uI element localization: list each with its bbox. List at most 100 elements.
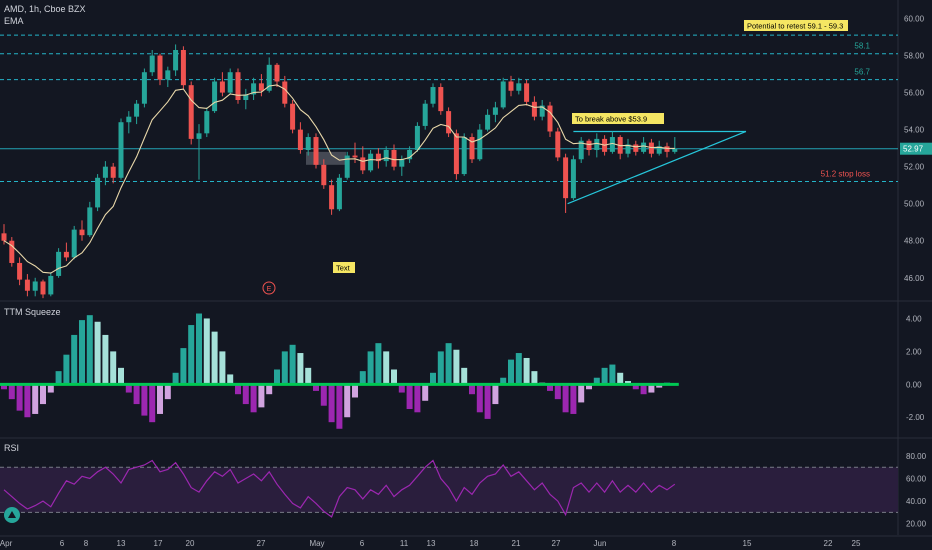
candle-body[interactable] bbox=[149, 55, 155, 73]
candle-body[interactable] bbox=[555, 131, 561, 158]
candle-body[interactable] bbox=[282, 81, 288, 104]
candle-body[interactable] bbox=[469, 137, 475, 160]
candle-body[interactable] bbox=[329, 185, 335, 210]
candle-body[interactable] bbox=[110, 166, 116, 178]
candle-body[interactable] bbox=[24, 279, 30, 291]
candle-body[interactable] bbox=[430, 87, 436, 104]
candle-body[interactable] bbox=[212, 81, 218, 112]
candle-body[interactable] bbox=[321, 164, 327, 186]
candle-body[interactable] bbox=[360, 157, 366, 171]
last-price-tag bbox=[900, 142, 932, 155]
candle-body[interactable] bbox=[391, 150, 397, 167]
candle-body[interactable] bbox=[539, 105, 545, 117]
candle-body[interactable] bbox=[79, 229, 85, 236]
candle-body[interactable] bbox=[641, 142, 647, 152]
candle-body[interactable] bbox=[173, 50, 179, 71]
candle-body[interactable] bbox=[165, 70, 171, 80]
candle-body[interactable] bbox=[485, 114, 491, 130]
candle-body[interactable] bbox=[48, 275, 54, 295]
candle-body[interactable] bbox=[32, 281, 38, 291]
time-tick-label: 8 bbox=[672, 539, 677, 548]
candle-body[interactable] bbox=[102, 166, 108, 178]
candle-body[interactable] bbox=[63, 251, 69, 258]
candle-body[interactable] bbox=[313, 137, 319, 165]
candle-body[interactable] bbox=[40, 281, 46, 295]
candle-body[interactable] bbox=[524, 83, 530, 102]
candle-body[interactable] bbox=[9, 240, 15, 263]
candle-body[interactable] bbox=[235, 72, 241, 100]
candle-body[interactable] bbox=[180, 50, 186, 86]
candle-body[interactable] bbox=[258, 83, 264, 91]
candle-body[interactable] bbox=[305, 137, 311, 150]
candle-body[interactable] bbox=[399, 159, 405, 167]
candle-body[interactable] bbox=[204, 111, 210, 134]
candle-body[interactable] bbox=[633, 144, 639, 152]
level-label: 58.1 bbox=[854, 42, 870, 51]
ema-series bbox=[3, 84, 675, 274]
squeeze-bar bbox=[102, 334, 109, 385]
squeeze-bar bbox=[391, 369, 397, 385]
squeeze-bar bbox=[648, 384, 655, 393]
candle-body[interactable] bbox=[56, 251, 62, 276]
candle-body[interactable] bbox=[609, 137, 615, 152]
candle-body[interactable] bbox=[336, 177, 342, 210]
candle-body[interactable] bbox=[251, 83, 257, 95]
squeeze-bar bbox=[320, 384, 327, 406]
candle-body[interactable] bbox=[508, 81, 514, 91]
candle-body[interactable] bbox=[141, 72, 147, 104]
candle-body[interactable] bbox=[188, 85, 194, 139]
candle-body[interactable] bbox=[656, 146, 662, 154]
candle-body[interactable] bbox=[570, 159, 576, 199]
candle-body[interactable] bbox=[500, 81, 506, 108]
candle-body[interactable] bbox=[477, 129, 483, 160]
candle-body[interactable] bbox=[290, 103, 296, 130]
candle-body[interactable] bbox=[461, 137, 467, 175]
candle-body[interactable] bbox=[368, 153, 374, 171]
squeeze-bar bbox=[632, 384, 639, 390]
candle-body[interactable] bbox=[87, 207, 93, 236]
candle-body[interactable] bbox=[446, 111, 452, 134]
candle-body[interactable] bbox=[547, 105, 553, 132]
candle-body[interactable] bbox=[422, 103, 428, 126]
squeeze-bar bbox=[359, 371, 366, 385]
candle-body[interactable] bbox=[227, 72, 233, 93]
candle-body[interactable] bbox=[274, 64, 280, 82]
candle-body[interactable] bbox=[243, 94, 249, 100]
price-tick-label: 50.00 bbox=[904, 200, 925, 209]
candle-body[interactable] bbox=[297, 129, 303, 150]
candle-body[interactable] bbox=[383, 150, 389, 162]
candle-body[interactable] bbox=[672, 148, 678, 152]
annotation-text-bg bbox=[333, 262, 355, 273]
candle-body[interactable] bbox=[266, 64, 272, 91]
earnings-event-icon[interactable] bbox=[262, 281, 276, 295]
candle-body[interactable] bbox=[516, 83, 522, 91]
candle-body[interactable] bbox=[71, 229, 77, 258]
candle-body[interactable] bbox=[578, 140, 584, 160]
candle-body[interactable] bbox=[492, 107, 498, 115]
candle-body[interactable] bbox=[664, 146, 670, 152]
candle-body[interactable] bbox=[563, 157, 569, 199]
candle-body[interactable] bbox=[17, 262, 23, 280]
candle-body[interactable] bbox=[586, 140, 592, 150]
candle-body[interactable] bbox=[134, 103, 140, 117]
candle-body[interactable] bbox=[594, 138, 600, 150]
candle-body[interactable] bbox=[414, 125, 420, 150]
candle-body[interactable] bbox=[196, 133, 202, 139]
candle-body[interactable] bbox=[95, 177, 101, 208]
time-tick-label: 8 bbox=[84, 539, 89, 548]
candle-body[interactable] bbox=[531, 101, 537, 117]
candle-body[interactable] bbox=[219, 81, 225, 93]
candle-body[interactable] bbox=[625, 144, 631, 154]
candle-body[interactable] bbox=[453, 133, 459, 175]
candle-body[interactable] bbox=[118, 122, 124, 178]
candle-body[interactable] bbox=[344, 155, 350, 178]
candle-body[interactable] bbox=[126, 116, 132, 123]
candle-body[interactable] bbox=[1, 233, 7, 241]
candle-body[interactable] bbox=[438, 87, 444, 112]
candle-body[interactable] bbox=[407, 150, 413, 160]
candle-body[interactable] bbox=[352, 155, 358, 158]
candle-body[interactable] bbox=[375, 153, 381, 162]
candle-body[interactable] bbox=[157, 55, 163, 80]
squeeze-bar bbox=[593, 377, 600, 385]
